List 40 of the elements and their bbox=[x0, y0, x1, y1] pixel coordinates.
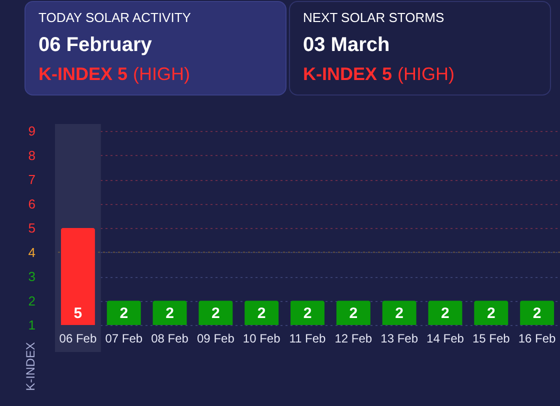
data-label: 2 bbox=[441, 305, 450, 322]
data-label: 5 bbox=[74, 305, 82, 322]
x-tick-label: 16 Feb bbox=[518, 332, 556, 346]
y-axis-title: K-INDEX bbox=[24, 342, 38, 391]
data-label: 2 bbox=[257, 305, 266, 322]
text: NEXT SOLAR STORMS bbox=[303, 10, 444, 25]
x-tick-label: 11 Feb bbox=[289, 332, 326, 346]
y-tick-label: 2 bbox=[28, 293, 36, 308]
x-tick-label: 07 Feb bbox=[105, 332, 143, 346]
data-label: 2 bbox=[212, 305, 220, 322]
x-tick-label: 06 Feb bbox=[59, 332, 97, 346]
text: 03 March bbox=[303, 34, 390, 56]
text: (HIGH) bbox=[133, 64, 190, 84]
data-label: 2 bbox=[349, 305, 358, 322]
data-label: 2 bbox=[166, 305, 174, 322]
x-tick-label: 10 Feb bbox=[242, 332, 281, 346]
data-label: 2 bbox=[120, 305, 128, 322]
y-tick-label: 1 bbox=[28, 318, 36, 332]
text: (HIGH) bbox=[398, 64, 455, 84]
x-tick-label: 09 Feb bbox=[197, 332, 235, 346]
y-tick-label: 7 bbox=[28, 172, 36, 187]
data-label: 2 bbox=[486, 305, 496, 322]
data-label: 2 bbox=[303, 305, 312, 322]
y-tick-label: 9 bbox=[28, 124, 36, 138]
x-tick-label: 14 Feb bbox=[426, 332, 464, 346]
y-tick-label: 3 bbox=[28, 269, 36, 284]
x-tick-label: 15 Feb bbox=[472, 332, 510, 346]
text: 06 February bbox=[38, 34, 153, 56]
x-tick-label: 13 Feb bbox=[380, 332, 418, 346]
x-tick-label: 08 Feb bbox=[151, 332, 189, 346]
data-label: 2 bbox=[532, 305, 542, 322]
text: TODAY SOLAR ACTIVITY bbox=[38, 10, 192, 25]
y-tick-label: 4 bbox=[28, 244, 36, 260]
y-tick-label: 8 bbox=[28, 148, 36, 163]
text: K-INDEX 5 bbox=[38, 64, 128, 84]
y-tick-label: 5 bbox=[28, 220, 36, 236]
data-label: 2 bbox=[395, 305, 404, 322]
y-tick-label: 6 bbox=[28, 196, 36, 212]
x-tick-label: 12 Feb bbox=[334, 332, 372, 346]
text: K-INDEX 5 bbox=[303, 64, 392, 84]
